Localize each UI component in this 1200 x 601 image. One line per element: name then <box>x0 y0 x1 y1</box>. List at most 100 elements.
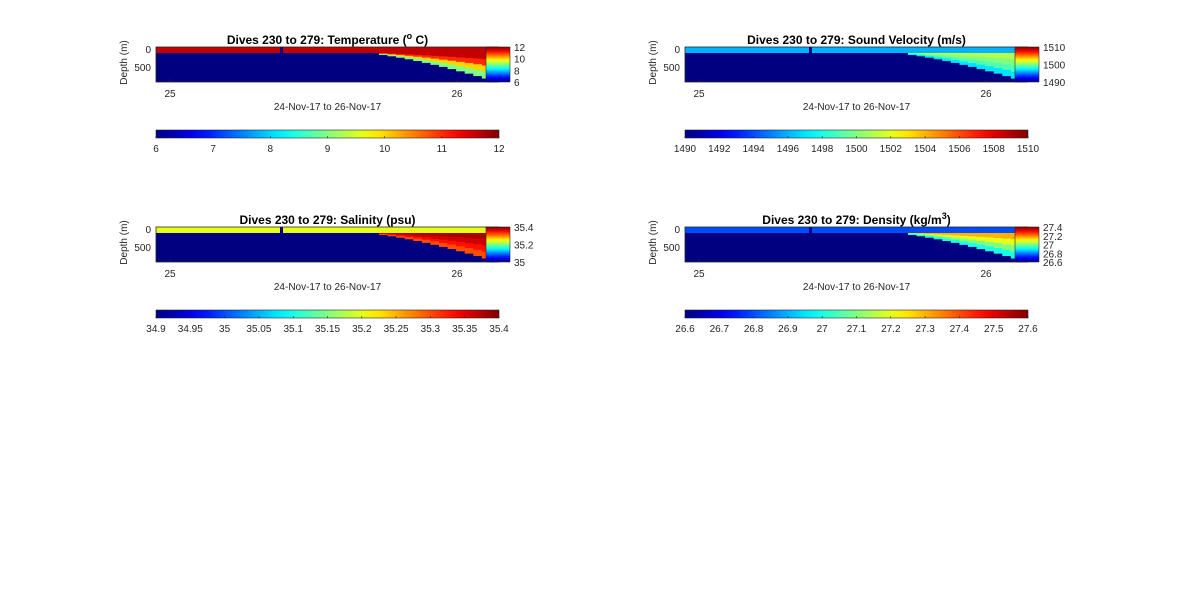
y-tick-label: 0 <box>674 45 680 56</box>
heatmap-cell <box>456 241 466 247</box>
heatmap-cell <box>430 241 440 245</box>
wide-colorbar-tick-label: 12 <box>493 144 505 155</box>
colorbar-tick-label: 35.4 <box>514 223 534 234</box>
heatmap-cell <box>950 233 960 236</box>
heatmap-cell <box>404 233 414 236</box>
heatmap-cell <box>959 241 969 245</box>
heatmap-cell <box>933 234 943 237</box>
heatmap-cell <box>464 53 474 59</box>
heatmap-cell <box>404 54 414 57</box>
wide-colorbar-tick-label: 35.15 <box>315 324 340 335</box>
heatmap-cell <box>993 68 1003 74</box>
x-axis-label: 24-Nov-17 to 26-Nov-17 <box>274 282 382 293</box>
heatmap-cell <box>933 237 943 240</box>
heatmap-cell <box>993 248 1003 254</box>
heatmap-cell <box>387 233 397 235</box>
heatmap-cell <box>421 233 431 236</box>
heatmap-cell <box>396 54 406 56</box>
heatmap-cell <box>438 53 449 57</box>
heatmap-cell <box>387 233 397 235</box>
colorbar-tick-label: 35 <box>514 258 526 269</box>
heatmap-cell <box>396 55 406 57</box>
heatmap-cell <box>438 233 449 237</box>
heatmap-cell <box>378 234 389 236</box>
wide-colorbar-tick-label: 9 <box>325 144 331 155</box>
heatmap-cell <box>473 58 483 65</box>
wide-colorbar-tick-label: 6 <box>153 144 159 155</box>
heatmap-cell <box>1002 69 1012 77</box>
heatmap-cell <box>967 242 978 247</box>
wide-colorbar-tick-label: 35.35 <box>452 324 477 335</box>
wide-colorbar-tick-label: 11 <box>437 144 448 155</box>
heatmap-cell <box>985 66 995 72</box>
heatmap-cell <box>413 233 423 236</box>
heatmap-cell <box>404 55 414 58</box>
heatmap-cell <box>404 235 414 238</box>
heatmap-cell <box>396 233 406 235</box>
heatmap-cell <box>967 233 978 237</box>
heatmap-cell <box>421 59 431 63</box>
heatmap-cell <box>959 61 969 65</box>
colorbar-tick-label: 27 <box>1043 241 1055 252</box>
wide-colorbar-tick-label: 8 <box>268 144 274 155</box>
heatmap-cell <box>985 53 995 59</box>
heatmap-cell <box>387 235 397 237</box>
wide-colorbar-tick-label: 1498 <box>811 144 834 155</box>
wide-colorbar-tick-label: 35.3 <box>421 324 441 335</box>
heatmap-cell <box>396 56 406 58</box>
heatmap-gap <box>280 227 283 233</box>
heatmap-cell <box>1002 53 1012 60</box>
heatmap-cell <box>387 53 397 55</box>
wide-colorbar-tick-label: 1510 <box>1017 144 1040 155</box>
heatmap-cell <box>387 55 397 57</box>
heatmap-cell <box>950 239 960 243</box>
heatmap-cell <box>430 238 440 243</box>
heatmap-cell <box>447 53 457 58</box>
heatmap-cell <box>413 234 423 238</box>
wide-colorbar-tick-label: 1508 <box>983 144 1006 155</box>
panel-2: Dives 230 to 279: Salinity (psu) 0 500 Dept… <box>119 213 534 335</box>
wide-colorbar-tick-label: 1504 <box>914 144 937 155</box>
colorbar-tick-label: 1510 <box>1043 43 1066 54</box>
heatmap-cell <box>438 236 449 241</box>
wide-colorbar-tick-label: 27.3 <box>915 324 935 335</box>
heatmap-cell <box>925 235 935 237</box>
heatmap-cell <box>396 234 406 236</box>
wide-colorbar-tick-label: 35 <box>219 324 231 335</box>
heatmap-cell <box>421 53 431 56</box>
heatmap-cell <box>933 53 943 56</box>
heatmap-cell <box>447 64 457 70</box>
heatmap-cell <box>387 53 397 55</box>
heatmap-cell <box>925 233 935 235</box>
wide-colorbar-tick-label: 26.9 <box>778 324 798 335</box>
heatmap-cell <box>959 55 969 60</box>
wide-colorbar-tick-label: 1494 <box>742 144 765 155</box>
heatmap-cell <box>933 55 943 58</box>
heatmap-cell <box>916 234 926 236</box>
heatmap-cell <box>430 235 440 240</box>
colorbar-tick-label: 26.8 <box>1043 249 1063 260</box>
heatmap-cell <box>473 238 483 245</box>
wide-colorbar-tick-label: 26.8 <box>744 324 764 335</box>
x-tick-label: 25 <box>164 269 176 280</box>
heatmap-cell <box>430 55 440 60</box>
heatmap-cell <box>438 59 449 64</box>
heatmap-cell <box>456 66 466 72</box>
y-tick-label: 500 <box>134 63 151 74</box>
heatmap-cell <box>1002 244 1012 251</box>
heatmap-cell <box>976 244 986 250</box>
heatmap-cell <box>438 242 449 247</box>
x-tick-label: 26 <box>451 269 463 280</box>
heatmap-cell <box>942 54 952 58</box>
heatmap-cell <box>985 241 995 247</box>
colorbar-tick-label: 27.4 <box>1043 223 1063 234</box>
y-axis-label: Depth (m) <box>648 220 659 264</box>
heatmap-cell <box>933 57 943 60</box>
heatmap-cell <box>907 54 918 56</box>
heatmap-cell <box>473 244 483 251</box>
x-axis-label: 24-Nov-17 to 26-Nov-17 <box>803 282 911 293</box>
heatmap-cell <box>976 53 986 58</box>
heatmap-cell <box>464 248 474 254</box>
heatmap-cell <box>421 237 431 241</box>
y-tick-label: 0 <box>145 225 151 236</box>
